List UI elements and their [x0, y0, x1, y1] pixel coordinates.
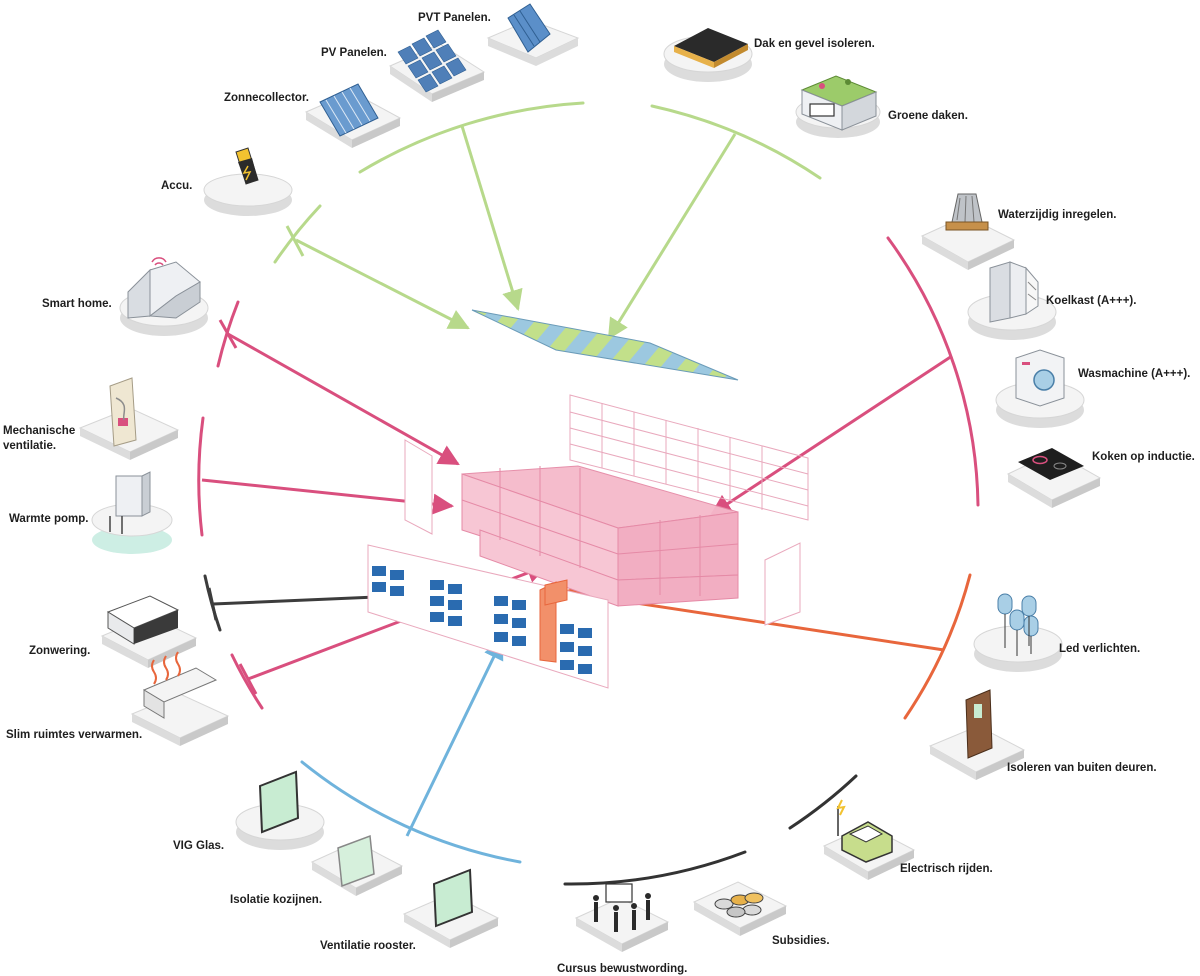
- fridge-icon: [967, 261, 1057, 340]
- label-led-verlichten: Led verlichten.: [1059, 643, 1140, 655]
- arc-appliances: [886, 236, 980, 507]
- label-pvt-panelen: PVT Panelen.: [418, 12, 491, 24]
- label-waterzijdig-inregelen: Waterzijdig inregelen.: [998, 209, 1116, 221]
- green-roof-icon: [795, 75, 881, 138]
- side-panel-left: [404, 439, 433, 535]
- label-dak-en-gevel-isoleren: Dak en gevel isoleren.: [754, 38, 875, 50]
- arc-awareness: [563, 850, 747, 886]
- label-vig-glas: VIG Glas.: [173, 840, 224, 852]
- connector-shading-cap: [207, 587, 218, 621]
- label-pv-panelen: PV Panelen.: [321, 47, 387, 59]
- room-heating-icon: [130, 651, 230, 746]
- solar-collector-icon: [304, 83, 402, 148]
- roof-panel: [471, 309, 739, 381]
- electric-car-icon: [822, 799, 916, 880]
- connector-green-roof: [607, 133, 737, 340]
- vig-glass-icon: [235, 770, 325, 850]
- arc-mobility: [788, 774, 858, 830]
- arc-energy-tail: [273, 204, 322, 264]
- pv-panel-icon: [388, 29, 486, 102]
- connector-accu: [295, 238, 470, 330]
- roof-insulation-icon: [663, 28, 753, 82]
- arc-energy-left: [358, 101, 585, 174]
- rear-facade: [569, 394, 809, 521]
- connector-appliances: [710, 354, 953, 516]
- central-building: [367, 309, 809, 689]
- connector-glazing: [405, 638, 504, 837]
- valve-icon: [920, 193, 1016, 270]
- smart-home-icon: [119, 257, 209, 336]
- arc-heating: [230, 653, 264, 710]
- building-core: [461, 465, 739, 607]
- connector-smart-home-cap: [218, 319, 238, 349]
- connector-pv: [460, 125, 523, 312]
- connector-smart-home: [227, 332, 460, 466]
- label-mechanische-ventilatie-1: Mechanische: [3, 425, 75, 437]
- led-bulb-icon: [973, 593, 1063, 672]
- coins-icon: [692, 881, 788, 936]
- labels: PVT Panelen. PV Panelen. Zonnecollector.…: [3, 12, 1195, 975]
- label-ventilatie-rooster: Ventilatie rooster.: [320, 940, 416, 952]
- arc-energy-right: [650, 104, 822, 180]
- label-warmte-pomp: Warmte pomp.: [9, 513, 88, 525]
- label-mechanische-ventilatie-2: ventilatie.: [3, 440, 56, 452]
- label-wasmachine: Wasmachine (A+++).: [1078, 368, 1190, 380]
- label-slim-ruimtes-verwarmen: Slim ruimtes verwarmen.: [6, 729, 142, 741]
- label-koelkast: Koelkast (A+++).: [1046, 295, 1136, 307]
- label-groene-daken: Groene daken.: [888, 110, 968, 122]
- course-icon: [574, 883, 670, 952]
- label-koken-op-inductie: Koken op inductie.: [1092, 451, 1195, 463]
- side-panel-right: [764, 542, 801, 626]
- label-smart-home: Smart home.: [42, 298, 112, 310]
- ventilation-unit-icon: [78, 377, 180, 460]
- window-frame-icon: [310, 834, 404, 896]
- ventilation-grille-icon: [402, 868, 500, 948]
- label-zonwering: Zonwering.: [29, 645, 90, 657]
- connector-accu-cap: [285, 225, 305, 257]
- label-accu: Accu.: [161, 180, 192, 192]
- label-isoleren-buiten-deuren: Isoleren van buiten deuren.: [1007, 762, 1157, 774]
- arc-building-mid: [197, 416, 205, 537]
- induction-hob-icon: [1006, 448, 1102, 508]
- door-icon: [928, 689, 1026, 780]
- washing-machine-icon: [995, 349, 1085, 428]
- connector-heating-cap: [238, 663, 258, 695]
- pvt-panel-icon: [486, 3, 580, 66]
- arc-glazing: [300, 760, 522, 864]
- label-electrisch-rijden: Electrisch rijden.: [900, 863, 993, 875]
- awning-icon: [100, 595, 198, 668]
- heat-pump-icon: [91, 471, 173, 554]
- label-isolatie-kozijnen: Isolatie kozijnen.: [230, 894, 322, 906]
- label-zonnecollector: Zonnecollector.: [224, 92, 309, 104]
- label-subsidies: Subsidies.: [772, 935, 830, 947]
- battery-icon: [203, 147, 293, 216]
- label-cursus-bewustwording: Cursus bewustwording.: [557, 963, 687, 975]
- front-facade: [367, 544, 609, 689]
